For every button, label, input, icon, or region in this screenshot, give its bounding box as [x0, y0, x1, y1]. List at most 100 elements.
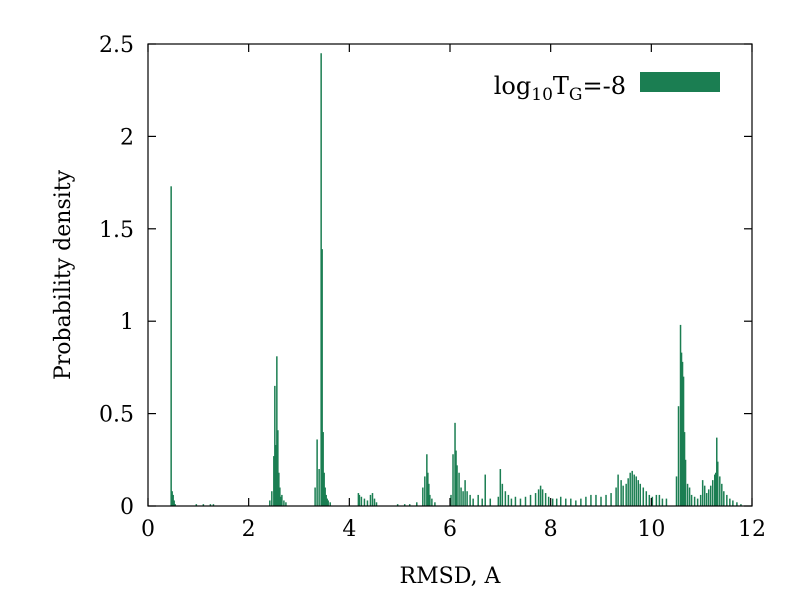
- bar: [466, 491, 468, 506]
- bar: [580, 498, 582, 506]
- legend-swatch: [640, 72, 720, 92]
- bar: [707, 489, 710, 506]
- bar: [489, 498, 492, 506]
- bar: [642, 487, 645, 506]
- bar: [209, 504, 212, 506]
- bar: [688, 487, 691, 506]
- bar: [690, 494, 693, 506]
- bar: [360, 496, 363, 506]
- bar: [276, 356, 278, 506]
- bar: [617, 474, 619, 506]
- bar: [326, 498, 328, 506]
- bar: [696, 498, 699, 506]
- bar: [714, 474, 716, 506]
- bar: [278, 472, 280, 506]
- bar: [369, 494, 372, 506]
- legend-sub1: 10: [531, 85, 553, 105]
- legend: log10TG=-8: [494, 72, 720, 105]
- bar: [661, 498, 664, 506]
- bar: [323, 472, 325, 506]
- bar: [316, 439, 318, 506]
- bar: [529, 494, 532, 506]
- bar: [559, 496, 562, 506]
- bar: [469, 494, 471, 506]
- bar: [452, 454, 454, 506]
- bar: [590, 494, 592, 506]
- bar: [427, 472, 429, 506]
- x-tick-label: 10: [637, 517, 665, 542]
- bar: [719, 476, 721, 506]
- bar: [705, 493, 708, 506]
- bar: [472, 498, 474, 506]
- bar: [645, 491, 648, 506]
- bar: [422, 487, 424, 506]
- bar: [541, 489, 544, 506]
- legend-main: T: [553, 72, 569, 100]
- bar: [551, 498, 554, 506]
- bar: [620, 480, 622, 506]
- y-tick-label: 1.5: [99, 218, 134, 243]
- bar: [524, 496, 527, 506]
- bar: [357, 493, 360, 506]
- bar: [635, 476, 637, 506]
- bar: [416, 502, 418, 506]
- y-tick-label: 2: [120, 125, 134, 150]
- bar: [721, 483, 723, 506]
- bar: [605, 494, 607, 506]
- bar: [510, 498, 513, 506]
- legend-label: log10TG=-8: [494, 72, 626, 105]
- bar: [280, 496, 282, 506]
- bar: [428, 483, 430, 506]
- bar: [703, 485, 706, 506]
- bar: [454, 422, 456, 506]
- bar: [740, 504, 742, 506]
- x-tick-label: 4: [342, 517, 356, 542]
- bar: [499, 469, 502, 506]
- bar: [715, 472, 717, 506]
- bar: [373, 498, 376, 506]
- bar: [318, 469, 320, 506]
- bar: [651, 496, 654, 506]
- bar: [610, 493, 612, 506]
- bar: [683, 432, 686, 506]
- bar: [665, 498, 668, 506]
- bar: [212, 504, 215, 506]
- bar: [366, 500, 369, 506]
- bar: [711, 480, 714, 506]
- bar: [325, 494, 327, 506]
- bar: [655, 494, 658, 506]
- bar: [699, 494, 702, 506]
- y-axis-title: Probability density: [51, 169, 76, 380]
- bar: [431, 498, 433, 506]
- bar: [627, 478, 629, 506]
- bar: [277, 430, 279, 506]
- bar: [726, 494, 728, 506]
- bar: [283, 500, 285, 506]
- bar: [637, 480, 639, 506]
- plot-frame: [147, 43, 753, 507]
- bar: [723, 491, 725, 506]
- bar: [477, 494, 479, 506]
- bar: [565, 498, 567, 506]
- bar: [371, 493, 374, 506]
- bar: [680, 352, 683, 506]
- bar: [658, 494, 661, 506]
- x-tick-label: 2: [242, 517, 256, 542]
- bar: [455, 450, 457, 506]
- bar: [547, 496, 550, 506]
- legend-suffix: =-8: [583, 72, 627, 100]
- bar: [269, 500, 271, 506]
- bar: [693, 496, 696, 506]
- bar: [575, 500, 577, 506]
- bar: [281, 494, 283, 506]
- bar: [701, 480, 704, 506]
- bar: [537, 489, 540, 506]
- bar: [170, 186, 172, 507]
- x-tick-label: 0: [141, 517, 155, 542]
- bar: [497, 496, 500, 506]
- bar: [273, 456, 275, 506]
- bar: [456, 465, 458, 506]
- bar: [729, 498, 731, 506]
- bar: [434, 502, 436, 506]
